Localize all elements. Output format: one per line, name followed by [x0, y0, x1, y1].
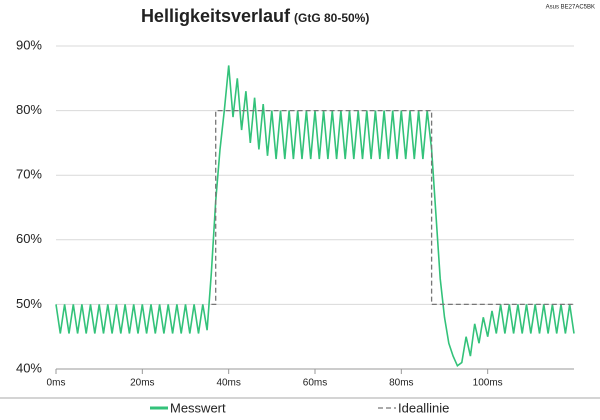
- y-tick-label: 70%: [16, 167, 42, 182]
- x-tick-label: 0ms: [47, 378, 66, 389]
- series-line: [211, 109, 574, 306]
- legend-label: Messwert: [170, 400, 226, 415]
- y-tick-label: 90%: [16, 37, 42, 52]
- x-tick-label: 80ms: [389, 378, 413, 389]
- y-tick-label: 80%: [16, 102, 42, 117]
- legend-label: Ideallinie: [398, 400, 449, 415]
- y-tick-label: 40%: [16, 360, 42, 375]
- annotation: Asus BE27AC5BK: [546, 5, 595, 11]
- chart-subtitle: (GtG 80-50%): [294, 11, 369, 25]
- x-tick-label: 100ms: [473, 378, 503, 389]
- chart-title: Helligkeitsverlauf: [141, 6, 291, 26]
- x-tick-label: 60ms: [303, 378, 327, 389]
- y-tick-label: 50%: [16, 296, 42, 311]
- y-tick-label: 60%: [16, 231, 42, 246]
- x-tick-label: 20ms: [130, 378, 154, 389]
- x-tick-label: 40ms: [216, 378, 240, 389]
